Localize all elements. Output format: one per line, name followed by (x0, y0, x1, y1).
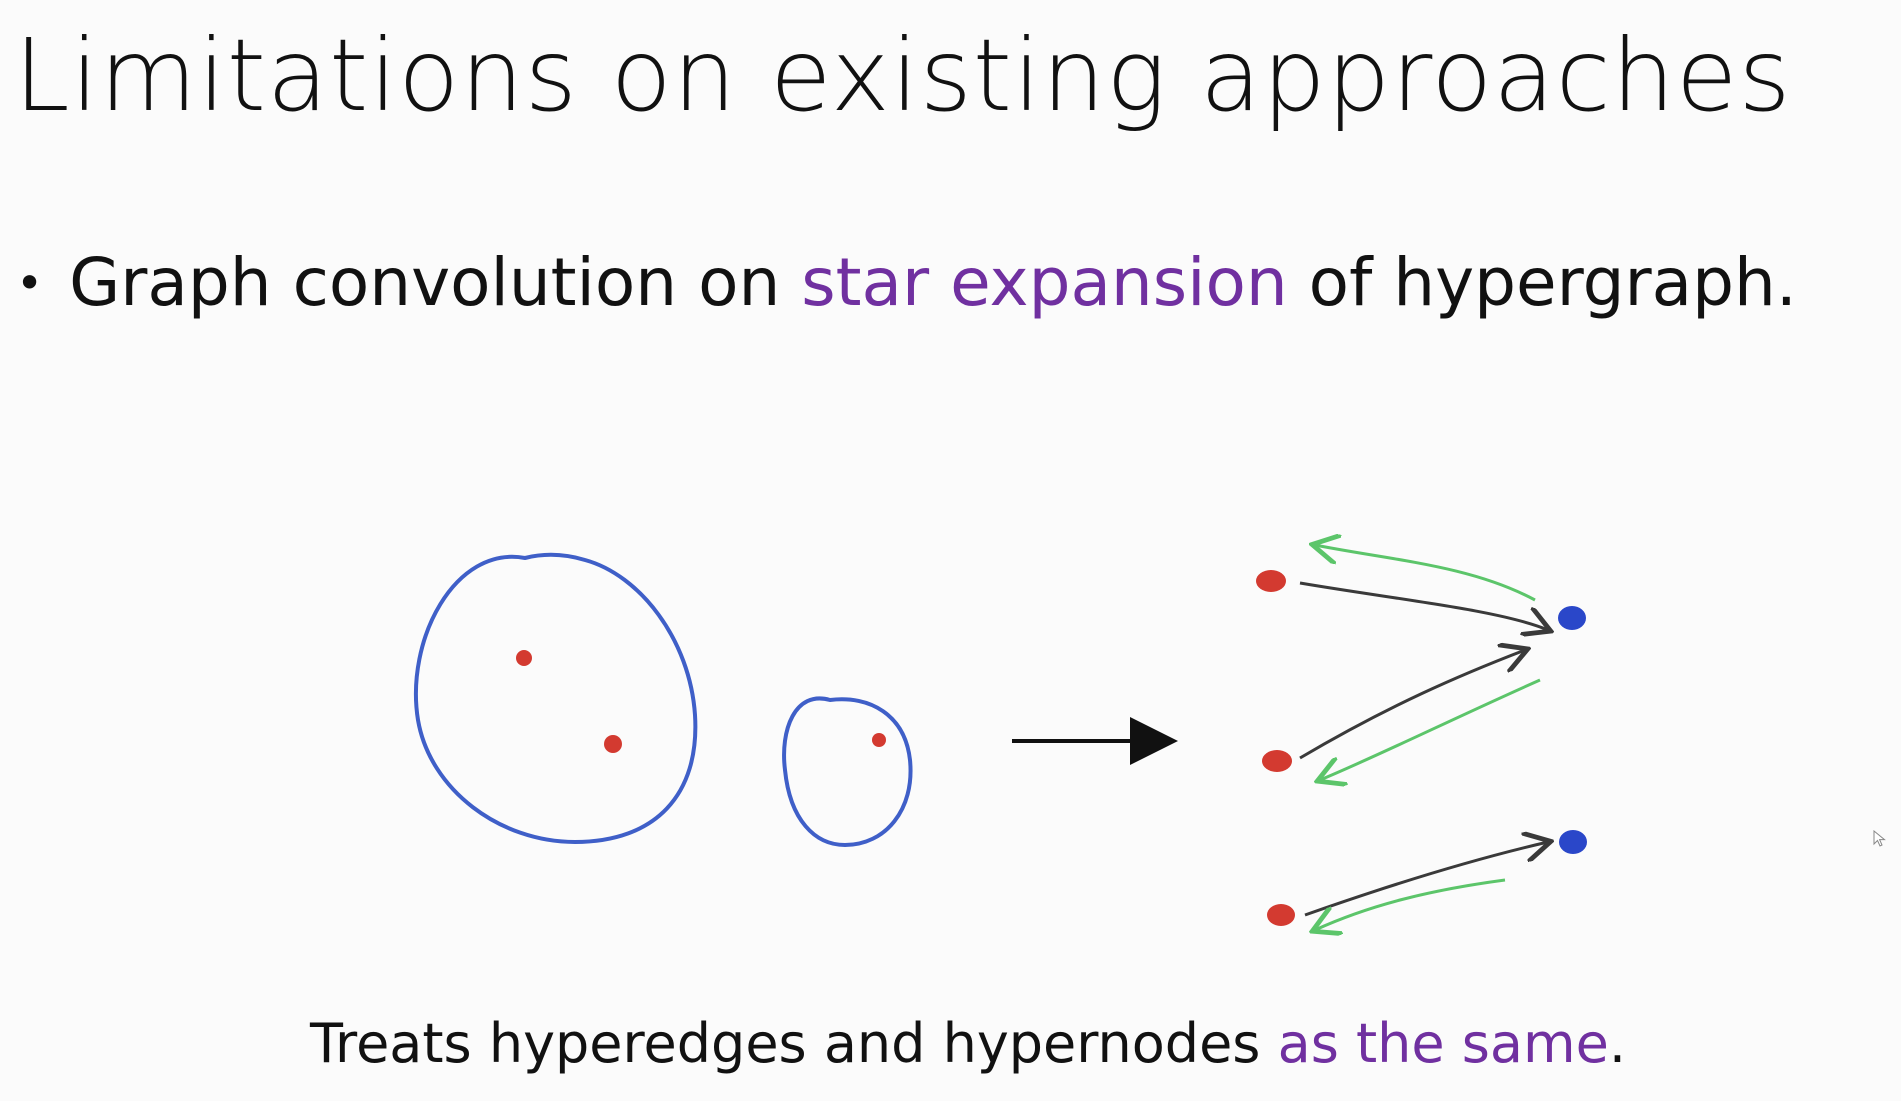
caption-text-before: Treats hyperedges and hypernodes (310, 1012, 1278, 1075)
bullet-text-before: Graph convolution on (69, 244, 802, 321)
hyperedge-small (782, 696, 913, 848)
slide-caption: Treats hyperedges and hypernodes as the … (310, 1004, 1626, 1084)
bullet-marker: • (16, 256, 44, 310)
hypernode-dot (872, 733, 886, 747)
slide-title: Limitations on existing approaches (14, 17, 1792, 134)
backward-arrow (1315, 878, 1506, 930)
caption-highlight: as the same (1277, 1012, 1609, 1075)
mouse-cursor-icon (1873, 830, 1886, 847)
bullet-item: • Graph convolution on star expansion of … (16, 238, 1797, 328)
caption-text-after: . (1608, 1012, 1627, 1075)
forward-arrow (1299, 650, 1525, 760)
forward-arrow (1299, 581, 1548, 630)
hyperedge-node-dot (1558, 606, 1586, 630)
forward-arrow (1304, 842, 1548, 917)
hypergraph (413, 552, 913, 848)
backward-arrow (1320, 678, 1541, 780)
hypernode-dot (1256, 570, 1286, 592)
star-expansion (1256, 545, 1587, 930)
hypernode-dot (516, 650, 532, 666)
backward-arrow (1315, 545, 1536, 602)
hypernode-dot (1267, 904, 1295, 926)
hyperedge-large (413, 552, 698, 845)
bullet-text-after: of hypergraph. (1287, 244, 1797, 321)
bullet-highlight: star expansion (801, 244, 1288, 321)
hyperedge-node-dot (1559, 830, 1587, 854)
hypernode-dot (604, 735, 622, 753)
hypernode-dot (1262, 750, 1292, 772)
